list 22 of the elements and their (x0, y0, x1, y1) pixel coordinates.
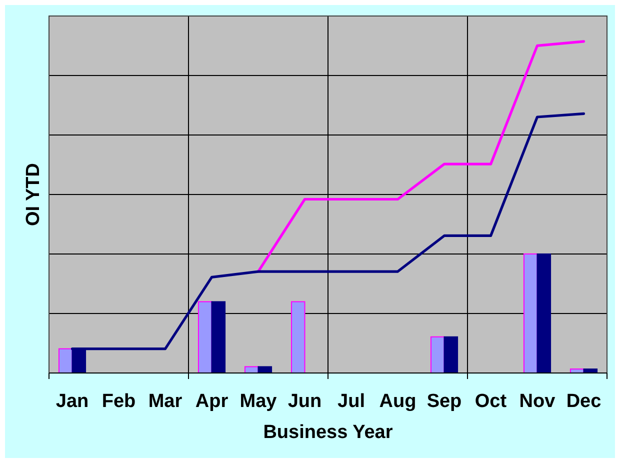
bar (444, 336, 458, 374)
bar (523, 253, 538, 374)
bar (211, 301, 226, 374)
x-tick-label: Jan (56, 391, 89, 412)
x-tick-label: Sep (426, 391, 462, 412)
x-tick-label: Jul (338, 391, 365, 412)
x-tick-label: May (240, 391, 278, 412)
x-tick-label: Oct (474, 391, 508, 412)
x-tick-label: Mar (148, 391, 183, 412)
bar (430, 336, 445, 374)
bar (290, 301, 306, 374)
bar (198, 301, 212, 374)
x-tick-label: Aug (379, 391, 416, 412)
x-tick-label: Feb (102, 391, 136, 412)
x-tick-label: Dec (566, 391, 602, 412)
x-tick-label: Apr (195, 391, 229, 412)
bar (536, 253, 552, 374)
x-tick-label: Nov (519, 391, 556, 412)
bar (58, 348, 73, 374)
x-axis-title: Business Year (263, 422, 394, 443)
y-axis-title: OI YTD (23, 163, 44, 226)
x-tick-label: Jun (288, 391, 322, 412)
